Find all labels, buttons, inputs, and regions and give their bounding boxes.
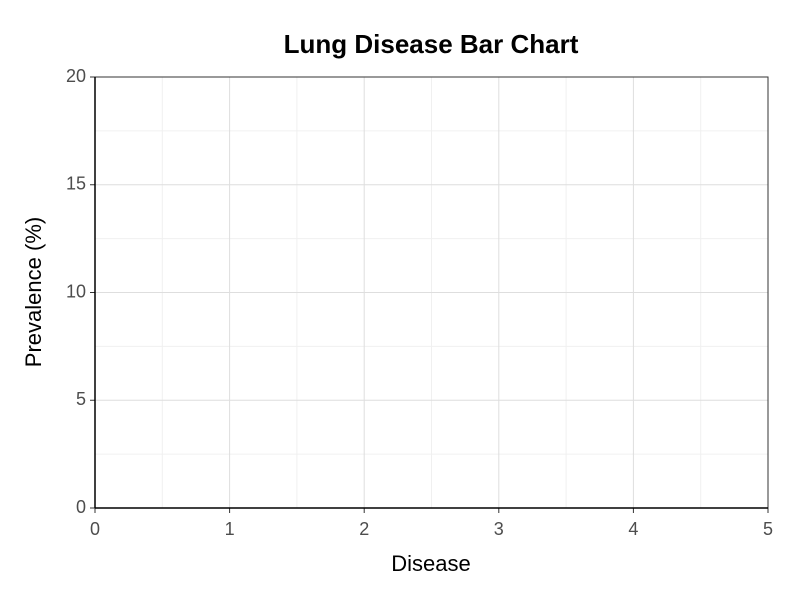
y-axis-label: Prevalence (%) — [21, 217, 46, 367]
y-tick-label: 5 — [76, 389, 86, 409]
y-tick-label: 10 — [66, 281, 86, 301]
y-tick-label: 15 — [66, 174, 86, 194]
x-tick-label: 3 — [494, 519, 504, 539]
x-axis-label: Disease — [391, 551, 470, 576]
y-tick-label: 20 — [66, 66, 86, 86]
x-tick-label: 4 — [628, 519, 638, 539]
x-tick-label: 0 — [90, 519, 100, 539]
y-tick-label: 0 — [76, 497, 86, 517]
chart-title: Lung Disease Bar Chart — [284, 29, 579, 59]
x-tick-label: 2 — [359, 519, 369, 539]
x-tick-label: 5 — [763, 519, 773, 539]
x-tick-label: 1 — [225, 519, 235, 539]
